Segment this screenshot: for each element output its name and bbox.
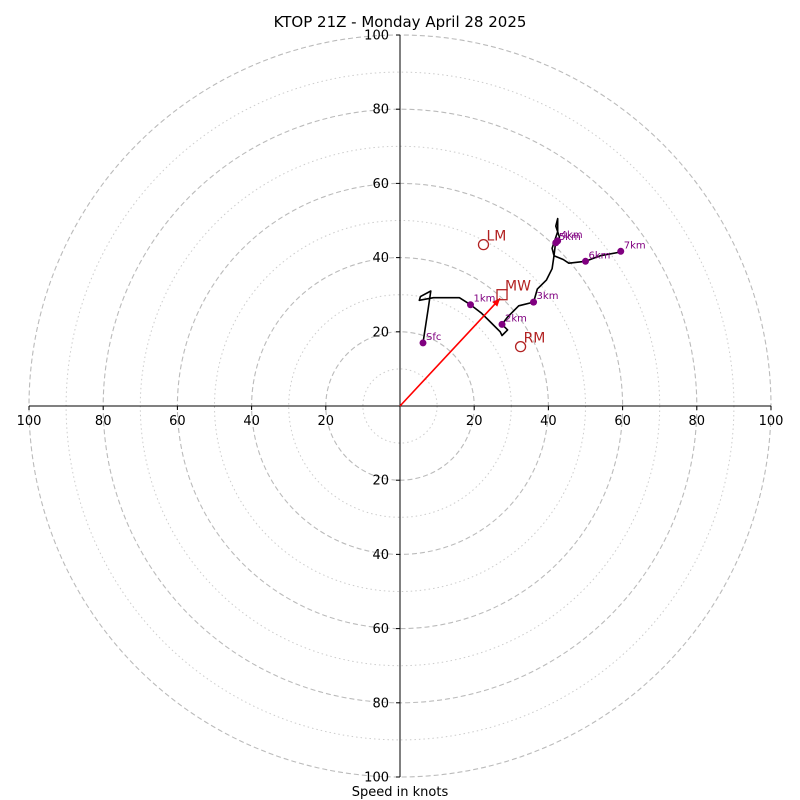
height-marker-2km xyxy=(498,320,506,328)
height-label-3km: 3km xyxy=(537,291,559,302)
storm-motion-marker-LM xyxy=(477,238,490,251)
height-marker-Sfc xyxy=(419,339,427,347)
x-tick-label: 60 xyxy=(169,414,186,429)
x-tick-label: 20 xyxy=(466,414,483,429)
shear-vector-arrowhead xyxy=(492,298,501,307)
y-tick-label: 20 xyxy=(372,325,389,340)
shear-vector xyxy=(399,297,501,407)
y-tick-label: 60 xyxy=(372,622,389,637)
height-label-4km: 4km xyxy=(561,230,583,241)
height-label-2km: 2km xyxy=(505,313,527,324)
height-marker-3km xyxy=(530,298,538,306)
height-label-1km: 1km xyxy=(473,294,495,305)
x-tick-label: 80 xyxy=(689,414,706,429)
hodograph-trace xyxy=(418,217,621,344)
x-tick-label: 100 xyxy=(17,414,42,429)
height-marker-6km xyxy=(582,257,589,265)
storm-motion-marker-RM xyxy=(514,340,527,353)
y-tick-label: 40 xyxy=(372,548,389,563)
y-tick-label: 60 xyxy=(372,177,389,192)
chart-title: KTOP 21Z - Monday April 28 2025 xyxy=(274,13,527,31)
y-tick-label: 20 xyxy=(372,474,389,489)
x-tick-label: 20 xyxy=(318,414,335,429)
height-label-5km: 5km xyxy=(559,232,581,243)
height-label-7km: 7km xyxy=(624,240,646,251)
y-tick-label: 100 xyxy=(364,771,389,786)
tick-labels: 100 80 60 40 20 20 40 60 80 100 100 80 60 40 20 20 40 60 8… xyxy=(17,29,784,786)
x-tick-label: 40 xyxy=(540,414,557,429)
x-tick-label: 100 xyxy=(759,414,784,429)
y-tick-label: 100 xyxy=(364,29,389,44)
height-marker-7km xyxy=(617,247,625,255)
height-label-Sfc: Sfc xyxy=(426,332,441,343)
x-tick-label: 80 xyxy=(95,414,112,429)
x-tick-label: 60 xyxy=(614,414,631,429)
height-marker-5km xyxy=(552,239,560,247)
storm-motion-marker-MW xyxy=(496,289,508,301)
y-tick-label: 80 xyxy=(372,696,389,711)
y-tick-label: 80 xyxy=(372,103,389,118)
height-marker-1km xyxy=(466,301,474,309)
height-label-6km: 6km xyxy=(589,250,611,261)
y-tick-label: 40 xyxy=(372,251,389,266)
x-tick-label: 40 xyxy=(243,414,260,429)
storm-motion-label-RM: RM xyxy=(524,331,546,347)
x-axis-label: Speed in knots xyxy=(352,785,449,800)
storm-motion-label-MW: MW xyxy=(505,279,531,295)
storm-motion-label-LM: LM xyxy=(486,229,506,245)
